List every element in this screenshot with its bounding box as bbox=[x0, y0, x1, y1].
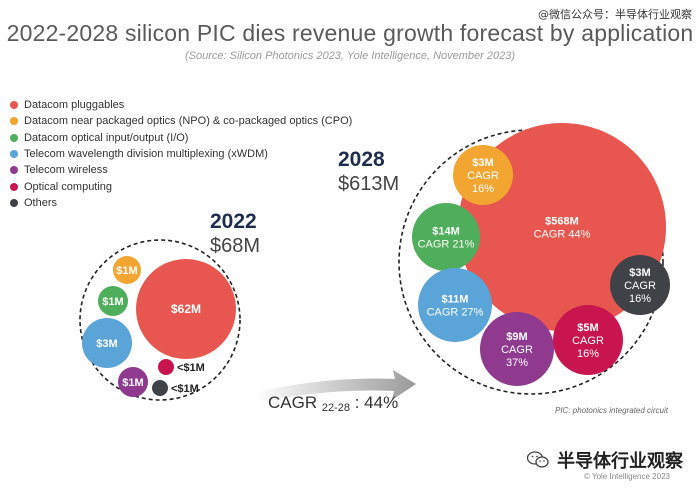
wechat-brand: 半导体行业观察 bbox=[526, 447, 683, 473]
watermark-text: @微信公众号：半导体行业观察 bbox=[538, 8, 692, 21]
legend-item: Datacom pluggables bbox=[10, 97, 352, 113]
bubble-label-2028: CAGR 44% bbox=[534, 229, 591, 241]
bubble-2022 bbox=[152, 380, 168, 396]
copyright: © Yole Intelligence 2023 bbox=[584, 472, 670, 481]
bubble-label-2028: 16% bbox=[472, 183, 494, 195]
bubble-label-2028: CAGR bbox=[467, 170, 499, 182]
legend: Datacom pluggables Datacom near packaged… bbox=[10, 97, 352, 211]
bubble-label-2022: $1M bbox=[102, 296, 123, 308]
total-2028-label: $613M bbox=[338, 173, 400, 195]
bubble-label-2022: $62M bbox=[171, 302, 201, 316]
bubble-label-2022: <$1M bbox=[177, 362, 205, 374]
legend-item: Telecom wavelength division multiplexing… bbox=[10, 146, 352, 162]
chart-title: 2022-2028 silicon PIC dies revenue growt… bbox=[6, 20, 694, 46]
bubble-label-2022: $3M bbox=[96, 338, 117, 350]
legend-swatch bbox=[10, 166, 18, 175]
year-2028-label: 2028 bbox=[338, 148, 385, 171]
legend-swatch bbox=[10, 101, 18, 110]
bubble-label-2022: <$1M bbox=[171, 383, 199, 395]
bubble-2028 bbox=[418, 268, 492, 342]
legend-label: Optical computing bbox=[24, 180, 113, 193]
bubble-label-2028: $5M bbox=[577, 322, 598, 334]
cagr-label: CAGR 22-28 : 44% bbox=[268, 393, 398, 414]
legend-item: Telecom wireless bbox=[10, 162, 352, 178]
bubble-2022 bbox=[98, 286, 128, 316]
year-2022-block: 2022 $68M bbox=[210, 210, 260, 258]
legend-swatch bbox=[10, 133, 18, 142]
bubble-label-2022: $1M bbox=[122, 377, 143, 389]
legend-label: Others bbox=[24, 196, 58, 209]
bubble-2022 bbox=[136, 259, 236, 359]
footnote: PIC: photonics integrated circuit bbox=[555, 406, 668, 415]
cagr-sub: 22-28 bbox=[321, 402, 350, 414]
bubble-2028 bbox=[553, 305, 623, 375]
bubble-label-2028: $11M bbox=[442, 294, 469, 306]
bubble-label-2028: $14M bbox=[432, 226, 460, 238]
bubble-2028 bbox=[610, 255, 670, 315]
bubble-label-2028: $3M bbox=[629, 267, 650, 279]
legend-label: Datacom near packaged optics (NPO) & co-… bbox=[24, 115, 353, 128]
legend-label: Datacom optical input/output (I/O) bbox=[24, 131, 189, 144]
legend-item: Others bbox=[10, 195, 352, 211]
outer-ring-2028 bbox=[398, 129, 664, 395]
bubble-label-2028: 16% bbox=[577, 348, 599, 360]
total-2022-label: $68M bbox=[210, 235, 261, 257]
outer-ring-2022 bbox=[79, 239, 241, 401]
bubble-label-2028: $568M bbox=[545, 216, 579, 228]
bubble-label-2028: CAGR bbox=[624, 280, 656, 292]
bubble-2028 bbox=[453, 145, 513, 205]
wechat-name: 半导体行业观察 bbox=[557, 451, 683, 471]
bubble-2022 bbox=[118, 367, 148, 397]
bubble-label-2028: CAGR 21% bbox=[418, 239, 475, 251]
legend-label: Telecom wireless bbox=[24, 164, 108, 177]
bubble-label-2028: 16% bbox=[629, 293, 651, 305]
wechat-icon bbox=[526, 451, 549, 469]
legend-item: Optical computing bbox=[10, 178, 352, 194]
year-2022-label: 2022 bbox=[210, 210, 257, 233]
cagr-prefix: CAGR bbox=[268, 393, 318, 412]
legend-swatch bbox=[10, 198, 18, 207]
bubble-label-2028: 37% bbox=[506, 357, 528, 369]
legend-item: Datacom optical input/output (I/O) bbox=[10, 130, 352, 146]
legend-item: Datacom near packaged optics (NPO) & co-… bbox=[10, 113, 352, 129]
bubble-label-2028: $3M bbox=[472, 157, 493, 169]
bubble-2022 bbox=[158, 359, 174, 375]
legend-label: Telecom wavelength division multiplexing… bbox=[24, 148, 268, 161]
bubble-label-2028: CAGR bbox=[572, 335, 604, 347]
bubble-2028 bbox=[412, 203, 480, 271]
bubble-2022 bbox=[82, 318, 132, 368]
growth-arrow bbox=[255, 370, 416, 402]
legend-swatch bbox=[10, 117, 18, 126]
bubble-2028 bbox=[480, 312, 554, 386]
legend-label: Datacom pluggables bbox=[24, 99, 125, 112]
bubble-2022 bbox=[113, 256, 141, 284]
legend-swatch bbox=[10, 150, 18, 159]
bubble-label-2022: $1M bbox=[116, 265, 137, 277]
chart-source: (Source: Silicon Photonics 2023, Yole In… bbox=[185, 50, 515, 62]
bubble-label-2028: CAGR 27% bbox=[427, 307, 484, 319]
legend-swatch bbox=[10, 182, 18, 191]
cagr-suffix: : 44% bbox=[350, 393, 399, 412]
bubble-label-2028: $9M bbox=[506, 331, 527, 343]
year-2028-block: 2028 $613M bbox=[338, 148, 399, 196]
bubble-label-2028: CAGR bbox=[501, 344, 533, 356]
